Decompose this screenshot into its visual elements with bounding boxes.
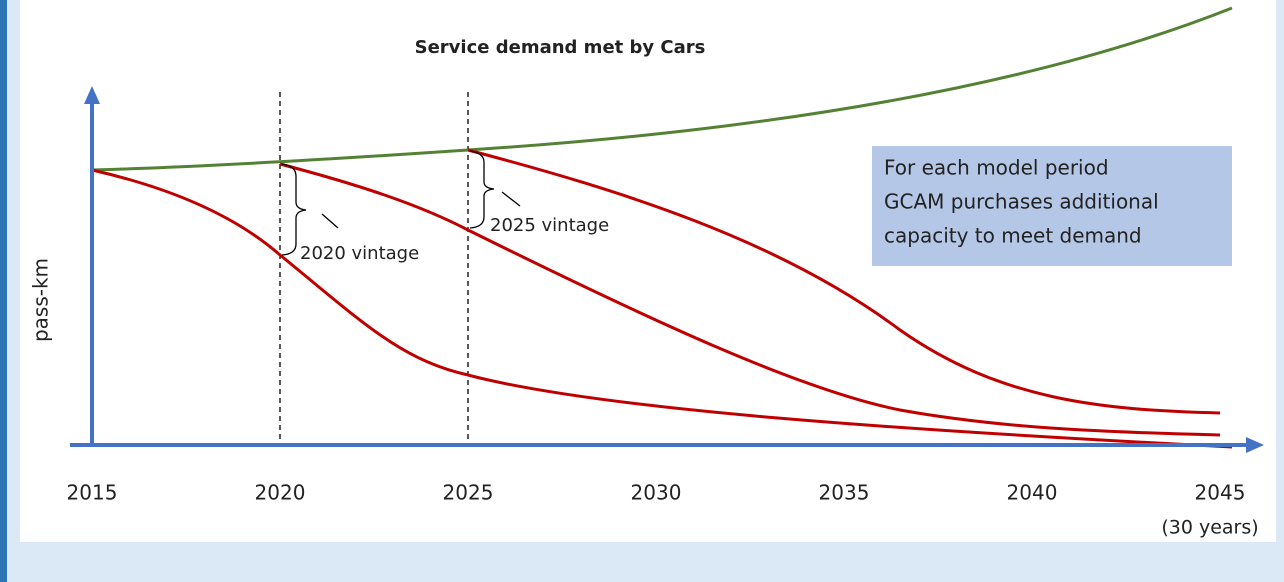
info-box-text: For each model period GCAM purchases addi… bbox=[884, 156, 1159, 248]
info-line: GCAM purchases additional bbox=[884, 190, 1159, 214]
canvas bbox=[20, 0, 1276, 542]
info-line: capacity to meet demand bbox=[884, 224, 1142, 248]
x-label: 2020 bbox=[255, 481, 306, 505]
vintage-curve bbox=[279, 162, 1221, 437]
annotation: 2025 vintage bbox=[490, 215, 609, 236]
x-label: 2035 bbox=[819, 481, 870, 505]
y-axis-label: pass-km bbox=[29, 258, 53, 342]
x-labels: 2015 2020 2025 2030 2035 2040 2045 bbox=[67, 481, 1246, 505]
leader bbox=[501, 191, 521, 207]
leader bbox=[321, 213, 339, 229]
vintage-curve bbox=[467, 148, 1221, 415]
vintage-curve bbox=[91, 168, 1233, 449]
x-label: 2015 bbox=[67, 481, 118, 505]
info-box bbox=[872, 146, 1232, 266]
brace bbox=[469, 150, 495, 229]
annotation: 2020 vintage bbox=[300, 243, 419, 264]
x-label: 2025 bbox=[443, 481, 494, 505]
demand-curve bbox=[91, 6, 1233, 172]
x-label: 2040 bbox=[1007, 481, 1058, 505]
title: Service demand met by Cars bbox=[415, 37, 706, 58]
x-label: 2045 bbox=[1195, 481, 1246, 505]
left-border bbox=[0, 0, 7, 582]
x-note: (30 years) bbox=[1161, 517, 1258, 539]
brace bbox=[281, 163, 307, 256]
x-label: 2030 bbox=[631, 481, 682, 505]
axis-arrow bbox=[1246, 437, 1264, 453]
info-line: For each model period bbox=[884, 156, 1109, 180]
axis-arrow bbox=[84, 86, 100, 104]
